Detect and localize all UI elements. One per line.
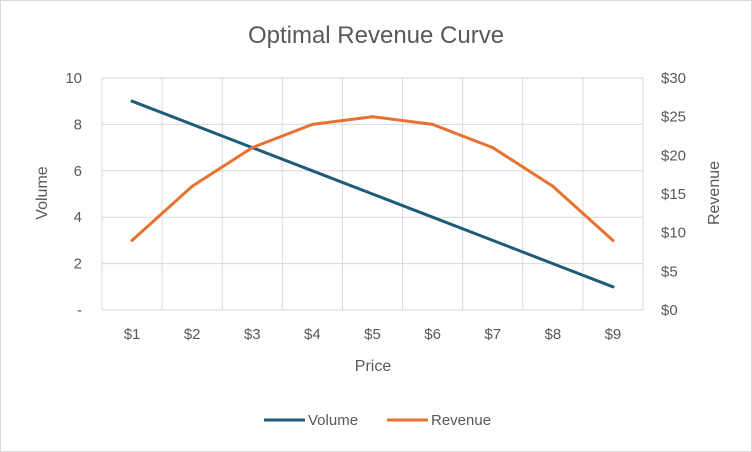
x-axis-title: Price [355, 358, 392, 375]
y-left-tick-label: - [77, 302, 82, 319]
y-left-tick-label: 6 [74, 163, 82, 180]
data-point-revenue [611, 238, 615, 242]
data-point-revenue [551, 184, 555, 188]
legend: Volume Revenue [264, 412, 491, 429]
data-point-volume [551, 262, 555, 266]
data-point-revenue [491, 146, 495, 150]
y-axis-title-right: Revenue [706, 161, 723, 225]
gridlines [101, 77, 644, 311]
x-tick-label: $1 [124, 326, 141, 343]
x-tick-label: $8 [544, 326, 561, 343]
data-point-revenue [310, 122, 314, 126]
legend-label-volume: Volume [308, 412, 358, 429]
y-right-tick-label: $20 [661, 147, 686, 164]
x-tick-label: $3 [244, 326, 261, 343]
y-right-tick-label: $10 [661, 225, 686, 242]
chart-title: Optimal Revenue Curve [248, 22, 504, 49]
y-left-tick-label: 2 [74, 256, 82, 273]
y-axis-title-left: Volume [34, 166, 51, 219]
y-left-tick-label: 8 [74, 116, 82, 133]
tick-labels: - 2 4 6 8 10 $0 $5 $10 $15 $20 $25 $30 $1 $2 $3 $4 $5 $6 $7… [65, 70, 686, 343]
y-right-tick-label: $30 [661, 70, 686, 87]
x-tick-label: $4 [304, 326, 321, 343]
series-line-revenue [130, 115, 615, 242]
x-tick-label: $9 [605, 326, 622, 343]
legend-label-revenue: Revenue [431, 412, 491, 429]
data-point-revenue [250, 146, 254, 150]
y-right-tick-label: $5 [661, 263, 678, 280]
data-point-revenue [431, 122, 435, 126]
data-point-volume [431, 215, 435, 219]
y-right-tick-label: $15 [661, 186, 686, 203]
data-point-revenue [190, 184, 194, 188]
data-point-volume [371, 192, 374, 196]
x-tick-label: $6 [424, 326, 441, 343]
data-point-revenue [130, 238, 134, 242]
data-point-volume [130, 99, 134, 103]
x-tick-label: $5 [364, 326, 381, 343]
data-point-volume [190, 122, 194, 126]
data-point-revenue [371, 115, 374, 119]
x-tick-label: $2 [184, 326, 201, 343]
data-point-volume [310, 169, 314, 173]
y-left-tick-label: 4 [74, 209, 82, 226]
y-left-tick-label: 10 [65, 70, 82, 87]
data-point-volume [611, 285, 615, 289]
x-tick-label: $7 [484, 326, 501, 343]
y-right-tick-label: $25 [661, 109, 686, 126]
data-point-volume [491, 238, 495, 242]
series-lines [130, 99, 615, 289]
y-right-tick-label: $0 [661, 302, 678, 319]
